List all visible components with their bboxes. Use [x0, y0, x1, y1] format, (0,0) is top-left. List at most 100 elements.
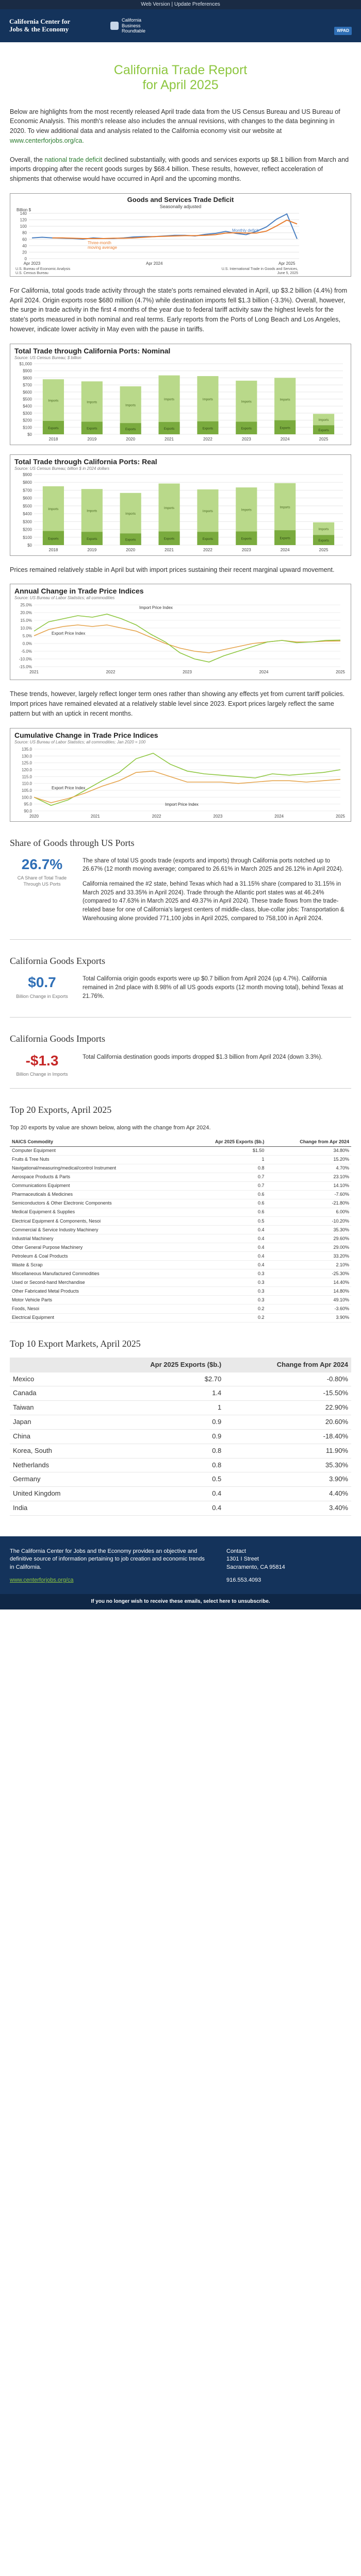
x-tick-label: 2025 [319, 437, 329, 442]
table-cell: -15.50% [224, 1386, 351, 1401]
brand-line-1: California Center for [9, 18, 71, 26]
table-row: Medical Equipment & Supplies 0.6 6.00% [10, 1208, 351, 1217]
table-cell: 29.00% [266, 1243, 351, 1252]
table-header-row: NAICS Commodity Apr 2025 Exports ($b.) C… [10, 1137, 351, 1147]
table-cell: United Kingdom [10, 1486, 98, 1502]
table-cell: Commercial & Service Industry Machinery [10, 1225, 182, 1235]
real-trade-chart-svg: Total Trade through California Ports: Re… [14, 457, 343, 552]
website-link[interactable]: www.centerforjobs.org/ca. [10, 137, 84, 144]
y-tick-label: 130.0 [22, 754, 32, 758]
partner-line-2: Business [122, 23, 141, 28]
x-tick-label: 2023 [242, 548, 251, 552]
table-row: Industrial Machinery 0.4 29.60% [10, 1234, 351, 1244]
bar-exports [42, 531, 64, 545]
table-row: Used or Second-hand Merchandise 0.3 14.40% [10, 1278, 351, 1287]
bar-label: Exports [48, 537, 58, 540]
y-tick-label: 100 [20, 224, 27, 229]
bar-label: Exports [87, 538, 97, 541]
intro-text: Below are highlights from the most recen… [10, 108, 340, 135]
y-tick-label: 15.0% [20, 618, 32, 623]
bar-label: Exports [241, 427, 252, 430]
y-tick-label: $400 [23, 404, 32, 409]
table-header-row: Apr 2025 Exports ($b.) Change from Apr 2… [10, 1357, 351, 1372]
topbar-separator: | [170, 2, 174, 7]
table-cell: 35.30% [224, 1458, 351, 1473]
top20-exports-table: NAICS Commodity Apr 2025 Exports ($b.) C… [10, 1137, 351, 1323]
x-tick-label: 2022 [106, 670, 116, 674]
table-cell: Motor Vehicle Parts [10, 1295, 182, 1305]
x-tick-label: 2022 [203, 437, 212, 442]
table-cell: Computer Equipment [10, 1146, 182, 1156]
brand-logo[interactable]: California Center for Jobs & the Economy [9, 18, 92, 33]
unsubscribe-link[interactable]: If you no longer wish to receive these e… [0, 1594, 361, 1609]
y-tick-label: 10.0% [20, 626, 32, 631]
column-header [10, 1357, 98, 1372]
share-value: 26.7% [21, 856, 63, 872]
table-row: Semiconductors & Other Electronic Compon… [10, 1199, 351, 1208]
x-tick-label: 2021 [91, 814, 100, 819]
source-note: U.S. Census Bureau [15, 272, 48, 275]
legend-label: moving average [88, 245, 117, 250]
bar-label: Imports [87, 401, 97, 404]
x-tick-label: 2023 [214, 814, 223, 819]
bar-exports [274, 420, 296, 434]
table-cell: -0.80% [224, 1372, 351, 1387]
table-cell: 0.9 [97, 1429, 225, 1444]
table-cell: 0.3 [182, 1269, 267, 1279]
update-preferences-link[interactable]: Update Preferences [174, 2, 220, 7]
y-axis-label: Billion $ [17, 208, 31, 212]
y-tick-label: $600 [23, 496, 32, 500]
table-cell: 0.5 [182, 1216, 267, 1226]
bar-exports [120, 422, 141, 434]
table-cell: -3.60% [266, 1304, 351, 1314]
bar-label: Exports [318, 429, 329, 432]
bar-label: Imports [125, 512, 136, 515]
x-tick-label: 2025 [336, 670, 345, 674]
bar-exports [158, 421, 180, 434]
footer-website-link[interactable]: www.centerforjobs.org/ca [10, 1577, 74, 1584]
table-row: Taiwan 1 22.90% [10, 1400, 351, 1416]
bar-exports [197, 531, 219, 545]
bar-label: Exports [87, 427, 97, 430]
bar-label: Exports [280, 427, 290, 430]
table-cell: 0.4 [182, 1251, 267, 1261]
table-cell: 1.4 [97, 1386, 225, 1401]
series-label: Import Price Index [139, 605, 173, 610]
california-trade-paragraph: For California, total goods trade activi… [10, 286, 348, 333]
deficit-text-pre: Overall, the [10, 156, 43, 163]
table-cell: 0.8 [97, 1444, 225, 1459]
bar-label: Imports [164, 398, 174, 401]
table-cell: 0.6 [182, 1208, 267, 1217]
bar-imports [274, 483, 296, 530]
exports-value: $0.7 [28, 974, 56, 991]
table-cell: Japan [10, 1415, 98, 1430]
share-paragraph-2: California remained the #2 state, behind… [83, 880, 344, 922]
bar-label: Imports [48, 508, 58, 511]
table-cell: -7.60% [266, 1190, 351, 1199]
series-label: Export Price Index [52, 786, 85, 790]
y-tick-label: $800 [23, 480, 32, 485]
y-tick-label: 110.0 [22, 781, 32, 786]
bar-imports [158, 375, 180, 422]
footer-phone[interactable]: 916.553.4093 [226, 1577, 261, 1584]
web-version-link[interactable]: Web Version [141, 2, 170, 7]
partner-line-1: California [122, 17, 142, 23]
title-line-1: California Trade Report [113, 63, 248, 77]
table-cell: Germany [10, 1472, 98, 1487]
partner-logo[interactable]: California Business Roundtable [110, 18, 145, 34]
bar-label: Exports [48, 427, 58, 430]
y-tick-label: 140 [20, 211, 27, 216]
table-row: Motor Vehicle Parts 0.3 49.10% [10, 1295, 351, 1305]
y-tick-label: $100 [23, 535, 32, 539]
table-cell: Fruits & Tree Nuts [10, 1155, 182, 1164]
y-tick-label: $900 [23, 368, 32, 373]
divider [10, 939, 351, 940]
bar-imports [158, 483, 180, 531]
bar-exports [313, 425, 335, 434]
share-section: 26.7% CA Share of Total Trade Through US… [10, 856, 351, 929]
national-trade-deficit-link[interactable]: national trade deficit [44, 156, 103, 163]
bar-exports [236, 421, 257, 434]
bar-exports [274, 530, 296, 545]
table-row: Other General Purpose Machinery 0.4 29.00% [10, 1243, 351, 1252]
y-tick-label: $600 [23, 389, 32, 394]
